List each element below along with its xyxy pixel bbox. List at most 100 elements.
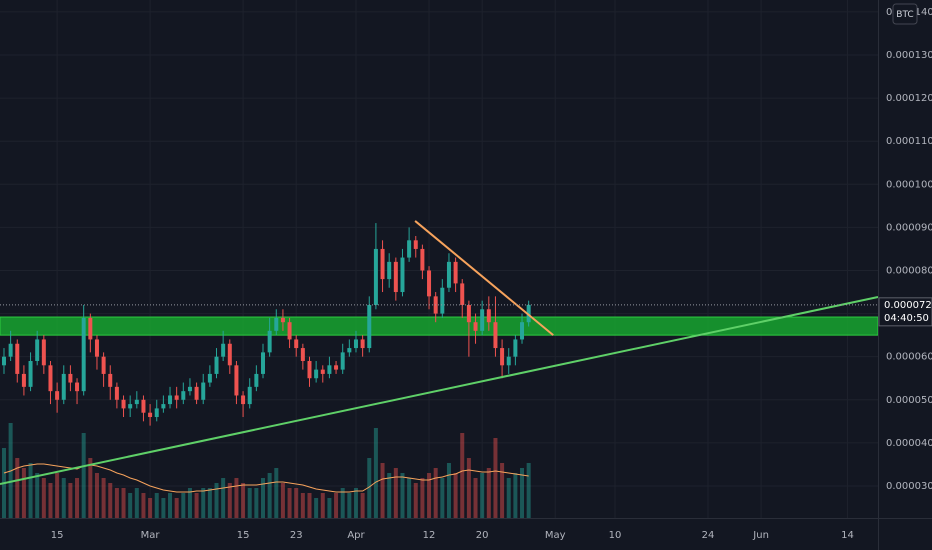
volume-bar	[154, 493, 159, 518]
candle-body	[320, 369, 325, 374]
volume-bar	[28, 463, 33, 518]
volume-bar	[68, 483, 73, 518]
candle-body	[1, 356, 6, 366]
candle-body	[420, 248, 425, 271]
volume-bar	[181, 493, 186, 518]
x-tick-label: 14	[841, 530, 854, 541]
candle-body	[480, 309, 485, 331]
candle-body	[68, 373, 73, 383]
candle-body	[181, 391, 186, 400]
volume-bar	[141, 493, 146, 518]
candle-body	[227, 343, 232, 366]
volume-bar	[274, 468, 279, 518]
y-tick-label: 0.00003000	[886, 481, 932, 492]
volume-bar	[307, 493, 312, 518]
x-tick-label: 15	[237, 530, 250, 541]
volume-bar	[473, 478, 478, 518]
candle-body	[347, 348, 352, 353]
volume-bar	[486, 468, 491, 518]
candle-body	[114, 386, 119, 400]
candle-body	[446, 261, 451, 288]
candle-body	[187, 386, 192, 392]
candle-body	[380, 248, 385, 280]
candle-body	[314, 369, 319, 379]
volume-bar	[41, 478, 46, 518]
volume-bar	[327, 498, 332, 518]
candle-body	[300, 348, 305, 361]
y-tick-label: 0.00012000	[886, 93, 932, 104]
y-tick-label: 0.00004000	[886, 438, 932, 449]
x-tick-label: 23	[290, 530, 303, 541]
volume-bar	[520, 468, 525, 518]
volume-bar	[247, 488, 252, 518]
volume-bar	[407, 478, 412, 518]
candle-body	[121, 399, 126, 409]
volume-bar	[433, 468, 438, 518]
candle-body	[493, 322, 498, 349]
volume-bar	[367, 458, 372, 518]
candle-body	[174, 395, 179, 400]
volume-bar	[360, 493, 365, 518]
volume-bar	[287, 488, 292, 518]
candle-body	[247, 386, 252, 405]
last-price-box	[878, 297, 932, 327]
candle-body	[161, 404, 166, 409]
volume-bar	[466, 458, 471, 518]
volume-bar	[506, 478, 511, 518]
volume-bar	[114, 488, 119, 518]
candle-body	[500, 348, 505, 366]
volume-bar	[187, 488, 192, 518]
candle-body	[294, 339, 299, 349]
volume-bar	[234, 478, 239, 518]
candle-body	[234, 365, 239, 396]
candle-body	[506, 356, 511, 366]
candle-body	[274, 317, 279, 331]
volume-bar	[128, 493, 133, 518]
last-price-label: 0.00007203	[884, 300, 932, 311]
countdown-label: 04:40:50	[884, 313, 929, 324]
candle-body	[440, 287, 445, 314]
volume-bar	[134, 488, 139, 518]
y-tick-label: 0.00005000	[886, 395, 932, 406]
volume-bar	[427, 473, 432, 518]
candle-body	[373, 248, 378, 305]
volume-bar	[280, 483, 285, 518]
volume-bar	[35, 473, 40, 518]
volume-bar	[15, 458, 20, 518]
volume-bar	[526, 463, 531, 518]
candle-body	[267, 330, 272, 353]
symbol-badge[interactable]: BTC	[896, 10, 913, 20]
volume-bar	[387, 473, 392, 518]
volume-bar	[61, 478, 66, 518]
volume-bar	[347, 493, 352, 518]
candle-body	[340, 352, 345, 370]
candle-body	[55, 391, 60, 400]
volume-bar	[254, 488, 259, 518]
candle-body	[168, 395, 173, 405]
volume-bar	[48, 483, 53, 518]
candle-body	[81, 317, 86, 392]
x-tick-label: 15	[51, 530, 64, 541]
candle-body	[8, 343, 13, 357]
candle-body	[280, 317, 285, 323]
candle-body	[473, 322, 478, 331]
volume-bar	[320, 493, 325, 518]
candle-body	[520, 322, 525, 340]
volume-bar	[480, 473, 485, 518]
candle-body	[15, 343, 20, 374]
candle-body	[134, 399, 139, 405]
candle-body	[400, 257, 405, 293]
candle-body	[194, 386, 199, 400]
volume-bar	[493, 438, 498, 518]
candle-body	[207, 373, 212, 383]
volume-bar	[453, 473, 458, 518]
candle-body	[75, 382, 80, 392]
candle-body	[128, 404, 133, 409]
y-tick-label: 0.00008000	[886, 265, 932, 276]
candle-body	[221, 343, 226, 357]
symbol-badge-box[interactable]	[892, 3, 918, 25]
volume-bar	[148, 498, 153, 518]
